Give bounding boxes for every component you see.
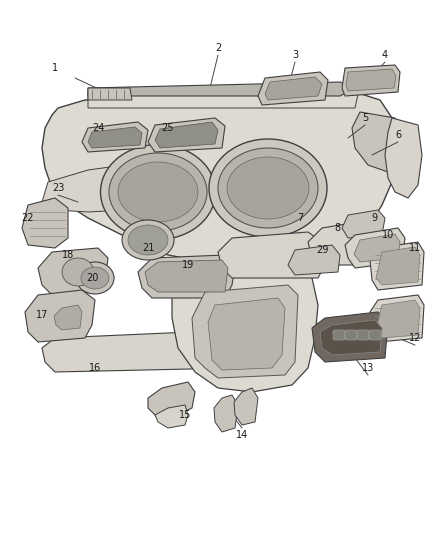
Polygon shape <box>88 88 132 100</box>
Polygon shape <box>354 234 400 262</box>
Ellipse shape <box>100 144 215 239</box>
Text: 3: 3 <box>292 50 298 60</box>
Polygon shape <box>288 245 340 275</box>
Polygon shape <box>172 268 318 392</box>
Polygon shape <box>370 295 424 342</box>
Polygon shape <box>234 388 258 425</box>
Ellipse shape <box>122 220 174 260</box>
Text: 6: 6 <box>395 130 401 140</box>
Text: 16: 16 <box>89 363 101 373</box>
Polygon shape <box>148 382 195 418</box>
Ellipse shape <box>76 262 114 294</box>
Text: 29: 29 <box>316 245 328 255</box>
Ellipse shape <box>128 225 168 255</box>
Polygon shape <box>352 112 402 172</box>
FancyBboxPatch shape <box>345 330 357 340</box>
Text: 7: 7 <box>297 213 303 223</box>
Polygon shape <box>214 395 238 432</box>
Polygon shape <box>312 312 388 362</box>
Polygon shape <box>38 248 108 295</box>
Polygon shape <box>155 405 188 428</box>
Polygon shape <box>258 72 328 105</box>
Polygon shape <box>82 122 148 152</box>
Polygon shape <box>155 122 218 148</box>
Polygon shape <box>376 300 420 338</box>
Ellipse shape <box>218 148 318 228</box>
Polygon shape <box>208 298 285 370</box>
Ellipse shape <box>81 267 109 289</box>
Polygon shape <box>218 232 325 278</box>
Text: 14: 14 <box>236 430 248 440</box>
Text: 25: 25 <box>162 123 174 133</box>
Text: 4: 4 <box>382 50 388 60</box>
Polygon shape <box>88 86 358 108</box>
Text: 12: 12 <box>409 333 421 343</box>
Text: 21: 21 <box>142 243 154 253</box>
Text: 8: 8 <box>334 223 340 233</box>
Text: 9: 9 <box>371 213 377 223</box>
Polygon shape <box>342 65 400 96</box>
Polygon shape <box>88 127 142 148</box>
FancyBboxPatch shape <box>369 330 381 340</box>
Polygon shape <box>42 330 245 372</box>
Polygon shape <box>320 320 382 355</box>
Polygon shape <box>88 82 355 96</box>
Polygon shape <box>346 69 396 91</box>
Polygon shape <box>370 242 424 290</box>
Text: 23: 23 <box>52 183 64 193</box>
Polygon shape <box>42 92 398 262</box>
FancyBboxPatch shape <box>333 330 345 340</box>
Text: 18: 18 <box>62 250 74 260</box>
Text: 24: 24 <box>92 123 104 133</box>
Text: 11: 11 <box>409 243 421 253</box>
Text: 13: 13 <box>362 363 374 373</box>
Ellipse shape <box>118 162 198 222</box>
Text: 22: 22 <box>22 213 34 223</box>
Ellipse shape <box>109 153 207 231</box>
Polygon shape <box>54 305 82 330</box>
Text: 15: 15 <box>179 410 191 420</box>
Text: 17: 17 <box>36 310 48 320</box>
Ellipse shape <box>209 139 327 237</box>
Polygon shape <box>345 228 405 268</box>
Polygon shape <box>42 162 188 212</box>
Polygon shape <box>145 260 228 292</box>
Polygon shape <box>25 290 95 342</box>
Text: 2: 2 <box>215 43 221 53</box>
Text: 5: 5 <box>362 113 368 123</box>
Text: 1: 1 <box>52 63 58 73</box>
Polygon shape <box>265 77 322 100</box>
Text: 10: 10 <box>382 230 394 240</box>
Text: 19: 19 <box>182 260 194 270</box>
Ellipse shape <box>227 157 309 219</box>
Ellipse shape <box>62 258 94 286</box>
Polygon shape <box>148 118 225 152</box>
Polygon shape <box>22 198 68 248</box>
Polygon shape <box>308 222 368 265</box>
Polygon shape <box>342 210 385 238</box>
Polygon shape <box>385 118 422 198</box>
Polygon shape <box>376 247 420 285</box>
Polygon shape <box>192 285 298 378</box>
FancyBboxPatch shape <box>357 330 369 340</box>
Text: 20: 20 <box>86 273 98 283</box>
Polygon shape <box>138 255 235 298</box>
